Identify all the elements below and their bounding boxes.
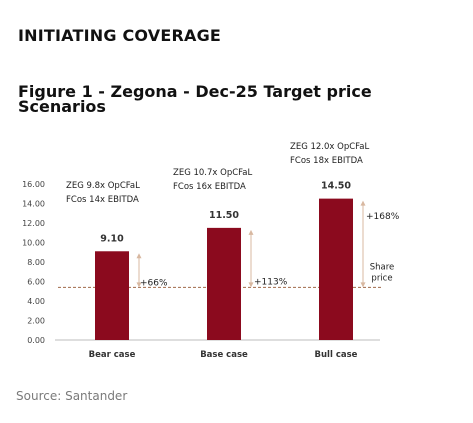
value-label: 14.50 xyxy=(321,181,351,192)
chart-labels: 9.10 Bear case ZEG 9.8x OpCFaL FCos 14x EBI… xyxy=(66,142,400,360)
y-tick-label: 14.00 xyxy=(22,200,45,209)
upside-arrows xyxy=(136,200,366,288)
scenario-note: ZEG 12.0x OpCFaL FCos 18x EBITDA xyxy=(290,142,369,166)
category-label: Bull case xyxy=(315,350,358,360)
y-tick-label: 6.00 xyxy=(27,278,45,287)
y-tick-label: 2.00 xyxy=(27,317,45,326)
bar-1 xyxy=(95,251,129,340)
y-tick-label: 10.00 xyxy=(22,239,45,248)
y-tick-label: 12.00 xyxy=(22,219,45,228)
y-tick-label: 16.00 xyxy=(22,180,45,189)
upside-arrow-head-up xyxy=(136,253,142,259)
upside-arrow-head-down xyxy=(360,282,366,288)
upside-arrow-head-up xyxy=(248,229,254,235)
scenario-note: ZEG 9.8x OpCFaL FCos 14x EBITDA xyxy=(66,181,140,205)
upside-label: +66% xyxy=(140,278,168,288)
y-tick-label: 0.00 xyxy=(27,336,45,345)
source-note: Source: Santander xyxy=(16,389,128,403)
upside-label: +168% xyxy=(366,212,400,222)
target-price-chart: 0.00 2.00 4.00 6.00 8.00 10.00 12.00 14.00 16.00… xyxy=(22,142,400,360)
scenario-note: ZEG 10.7x OpCFaL FCos 16x EBITDA xyxy=(173,168,252,192)
upside-arrow-head-down xyxy=(136,282,142,288)
value-label: 9.10 xyxy=(100,233,124,244)
bar-3 xyxy=(319,198,353,340)
bar-2 xyxy=(207,227,241,340)
upside-label: +113% xyxy=(254,277,288,287)
upside-arrow-head-down xyxy=(248,282,254,288)
value-label: 11.50 xyxy=(209,210,239,221)
figure-title: Figure 1 - Zegona - Dec-25 Target price … xyxy=(18,82,372,116)
y-tick-label: 8.00 xyxy=(27,258,45,267)
bars xyxy=(95,198,353,340)
share-price-label: Share price xyxy=(370,262,395,283)
category-label: Bear case xyxy=(89,350,136,360)
category-label: Base case xyxy=(200,350,248,360)
section-heading: INITIATING COVERAGE xyxy=(18,26,222,45)
upside-arrow-head-up xyxy=(360,200,366,206)
y-tick-label: 4.00 xyxy=(27,297,45,306)
